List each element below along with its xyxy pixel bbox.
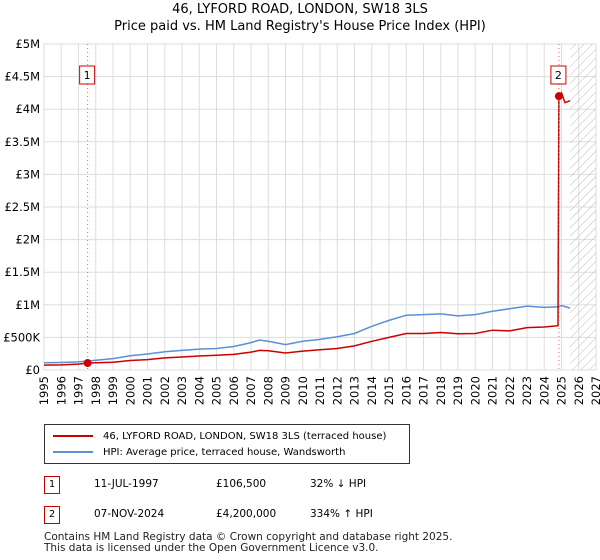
x-tick-label: 1998 xyxy=(89,376,103,405)
transaction-row: 1 11-JUL-1997 £106,500 32% ↓ HPI xyxy=(44,476,564,494)
sale-point xyxy=(83,359,92,368)
x-tick-label: 2008 xyxy=(261,376,275,405)
x-tick-label: 1997 xyxy=(72,376,86,405)
x-tick-label: 2019 xyxy=(451,376,465,405)
x-tick-label: 2023 xyxy=(520,376,534,405)
transaction-hpi: 32% ↓ HPI xyxy=(310,478,367,490)
x-tick-label: 2013 xyxy=(348,376,362,405)
y-tick-label: £4M xyxy=(15,102,40,116)
transaction-date: 07-NOV-2024 xyxy=(94,508,165,520)
x-tick-label: 2009 xyxy=(279,376,293,405)
x-tick-label: 2006 xyxy=(227,376,241,405)
transaction-badge: 1 xyxy=(44,476,60,494)
sale-point xyxy=(554,92,563,101)
y-tick-label: £0 xyxy=(25,363,40,377)
chart-subtitle: Price paid vs. HM Land Registry's House … xyxy=(114,19,486,34)
x-tick-label: 2002 xyxy=(158,376,172,405)
transaction-hpi: 334% ↑ HPI xyxy=(310,508,373,520)
x-tick-label: 2024 xyxy=(537,376,551,405)
y-tick-label: £2.5M xyxy=(4,200,40,214)
y-tick-label: £3.5M xyxy=(4,135,40,149)
x-tick-label: 2020 xyxy=(468,376,482,405)
x-tick-label: 2012 xyxy=(330,376,344,405)
transaction-date: 11-JUL-1997 xyxy=(94,478,159,490)
x-tick-label: 1999 xyxy=(106,376,120,405)
x-tick-label: 2000 xyxy=(123,376,137,405)
x-tick-label: 2005 xyxy=(210,376,224,405)
x-tick-label: 2010 xyxy=(296,376,310,405)
transaction-price: £4,200,000 xyxy=(216,508,277,520)
legend-item-hpi: HPI: Average price, terraced house, Wand… xyxy=(53,444,345,460)
legend-label-property: 46, LYFORD ROAD, LONDON, SW18 3LS (terra… xyxy=(103,430,387,442)
legend-label-hpi: HPI: Average price, terraced house, Wand… xyxy=(103,446,346,458)
x-tick-label: 1995 xyxy=(37,376,51,405)
footer-copyright: Contains HM Land Registry data © Crown c… xyxy=(44,531,453,543)
x-tick-label: 2017 xyxy=(417,376,431,405)
x-tick-label: 2021 xyxy=(486,376,500,405)
x-tick-label: 2022 xyxy=(503,376,517,405)
legend-swatch-property xyxy=(53,435,93,437)
x-tick-label: 2015 xyxy=(382,376,396,405)
x-tick-label: 2003 xyxy=(175,376,189,405)
marker-badge xyxy=(550,65,567,85)
x-tick-label: 1996 xyxy=(54,376,68,405)
x-tick-label: 2018 xyxy=(434,376,448,405)
marker-badge xyxy=(79,65,96,85)
y-tick-label: £1.5M xyxy=(4,265,40,279)
x-tick-label: 2025 xyxy=(555,376,569,405)
x-tick-label: 2011 xyxy=(313,376,327,405)
future-region xyxy=(570,44,596,370)
marker-badge-label: 1 xyxy=(84,69,91,82)
x-tick-label: 2027 xyxy=(589,376,600,405)
footer-licence: This data is licensed under the Open Gov… xyxy=(44,542,379,554)
price-chart: £0 £500K £1M £1.5M £2M £2.5M £3M £3.5M £4M £4.5M £… xyxy=(3,37,600,405)
marker-badge-label: 2 xyxy=(555,69,562,82)
x-tick-label: 2016 xyxy=(399,376,413,405)
y-tick-label: £2M xyxy=(15,233,40,247)
chart-title: 46, LYFORD ROAD, LONDON, SW18 3LS xyxy=(172,2,428,17)
legend-item-property: 46, LYFORD ROAD, LONDON, SW18 3LS (terra… xyxy=(53,428,386,444)
x-tick-label: 2004 xyxy=(192,376,206,405)
footer: Contains HM Land Registry data © Crown c… xyxy=(44,532,452,554)
y-tick-label: £500K xyxy=(3,330,40,344)
legend-swatch-hpi xyxy=(53,451,93,453)
legend: 46, LYFORD ROAD, LONDON, SW18 3LS (terra… xyxy=(44,424,410,464)
hpi-line xyxy=(43,304,571,364)
y-tick-label: £5M xyxy=(15,37,40,51)
y-tick-label: £3M xyxy=(15,167,40,181)
transaction-price: £106,500 xyxy=(216,478,267,490)
x-tick-label: 2014 xyxy=(365,376,379,405)
y-tick-label: £1M xyxy=(15,298,40,312)
x-tick-label: 2001 xyxy=(141,376,155,405)
transaction-badge: 2 xyxy=(44,506,60,524)
property-line xyxy=(43,91,571,366)
y-tick-label: £4.5M xyxy=(4,70,40,84)
x-tick-label: 2007 xyxy=(244,376,258,405)
x-tick-label: 2026 xyxy=(572,376,586,405)
transaction-row: 2 07-NOV-2024 £4,200,000 334% ↑ HPI xyxy=(44,506,564,524)
